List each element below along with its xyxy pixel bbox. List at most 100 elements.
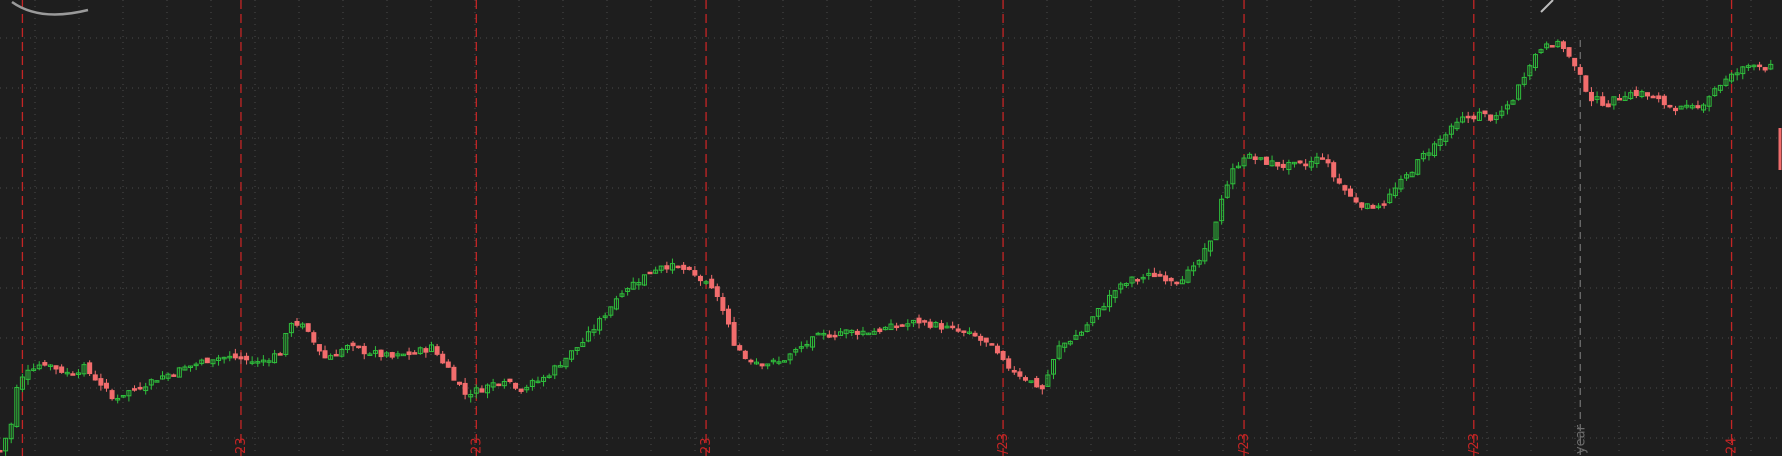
candle-down (972, 332, 978, 337)
candle-down (1605, 103, 1611, 108)
candle-up (115, 397, 121, 401)
candle-down (1168, 277, 1174, 282)
candle-up (1376, 205, 1382, 209)
candle-down (1673, 107, 1679, 112)
candle-up (1258, 157, 1264, 160)
candle-down (1560, 41, 1566, 49)
candle-up (1420, 153, 1426, 160)
candle-up (1538, 49, 1544, 53)
candle-up (372, 350, 378, 354)
candle-down (983, 337, 989, 343)
candle-up (328, 355, 334, 360)
candle-down (1163, 275, 1169, 282)
candle-up (1079, 331, 1085, 336)
candle-up (283, 332, 289, 355)
candle-down (731, 322, 737, 346)
candle-up (1499, 110, 1505, 116)
candle-up (1448, 125, 1454, 135)
candle-up (1729, 73, 1735, 82)
candle-down (1572, 57, 1578, 67)
candle-up (1521, 76, 1527, 85)
candle-down (1275, 161, 1281, 167)
candle-up (810, 336, 816, 348)
candle-up (1118, 283, 1124, 290)
candle-up (473, 387, 479, 394)
candle-down (389, 352, 395, 358)
candle-up (1611, 96, 1617, 106)
candle-up (1219, 198, 1225, 222)
candle-up (1235, 165, 1241, 169)
candle-up (260, 359, 266, 363)
candle-up (541, 376, 547, 382)
candle-up (1207, 240, 1213, 252)
candle-down (496, 383, 502, 387)
candle-up (1740, 66, 1746, 75)
candle-down (1252, 156, 1258, 161)
candle-down (378, 349, 384, 358)
candle-down (675, 265, 681, 269)
candle-up (804, 343, 810, 347)
candle-up (787, 353, 793, 361)
candle-up (1230, 168, 1236, 185)
candle-up (154, 380, 160, 383)
candle-up (860, 330, 866, 335)
x-tick-label: 24 (1725, 437, 1740, 454)
candle-up (1460, 116, 1466, 123)
candle-down (1157, 273, 1163, 277)
candle-up (339, 349, 345, 357)
candle-up (1314, 156, 1320, 164)
candle-up (501, 380, 507, 387)
candle-up (64, 371, 70, 375)
candle-up (770, 359, 776, 363)
candle-up (227, 355, 233, 359)
candle-up (1404, 174, 1410, 179)
candle-up (838, 331, 844, 337)
candle-down (1482, 110, 1488, 115)
up-arrow-icon (1540, 0, 1554, 13)
candle-down (109, 390, 115, 400)
candle-up (815, 332, 821, 336)
x-tick-label: /23 (1237, 433, 1252, 454)
candle-down (244, 355, 250, 361)
candle-down (1645, 92, 1651, 97)
candle-down (714, 286, 720, 297)
logo-arc-icon (11, 0, 89, 16)
candle-up (367, 353, 373, 356)
candle-down (412, 352, 418, 355)
candle-up (563, 357, 569, 368)
candle-up (1084, 324, 1090, 332)
candle-up (1734, 72, 1740, 76)
candle-down (1633, 89, 1639, 97)
candle-down (1331, 162, 1337, 178)
candle-down (434, 346, 440, 355)
candle-up (653, 269, 659, 274)
candle-up (1123, 283, 1129, 286)
candle-up (944, 325, 950, 329)
candle-down (1762, 67, 1768, 71)
candle-down (1370, 204, 1376, 209)
candle-down (994, 345, 1000, 354)
candle-down (1488, 114, 1494, 121)
candle-down (59, 366, 65, 373)
candle-down (462, 382, 468, 395)
candle-up (1090, 316, 1096, 324)
candle-up (1056, 345, 1062, 359)
candle-up (1213, 221, 1219, 241)
candle-up (1532, 54, 1538, 69)
candle-up (613, 298, 619, 310)
candle-down (1022, 377, 1028, 381)
candle-down (1174, 281, 1180, 285)
candle-up (703, 281, 709, 284)
candle-up (1701, 104, 1707, 111)
candle-down (406, 351, 412, 356)
candle-up (490, 382, 496, 388)
candle-up (1398, 178, 1404, 190)
candle-down (826, 334, 832, 338)
candle-up (1269, 160, 1275, 167)
candle-up (1129, 276, 1135, 284)
candle-up (1415, 159, 1421, 175)
candle-down (350, 342, 356, 347)
candle-up (1504, 104, 1510, 110)
candle-down (238, 356, 244, 360)
candle-up (933, 322, 939, 328)
